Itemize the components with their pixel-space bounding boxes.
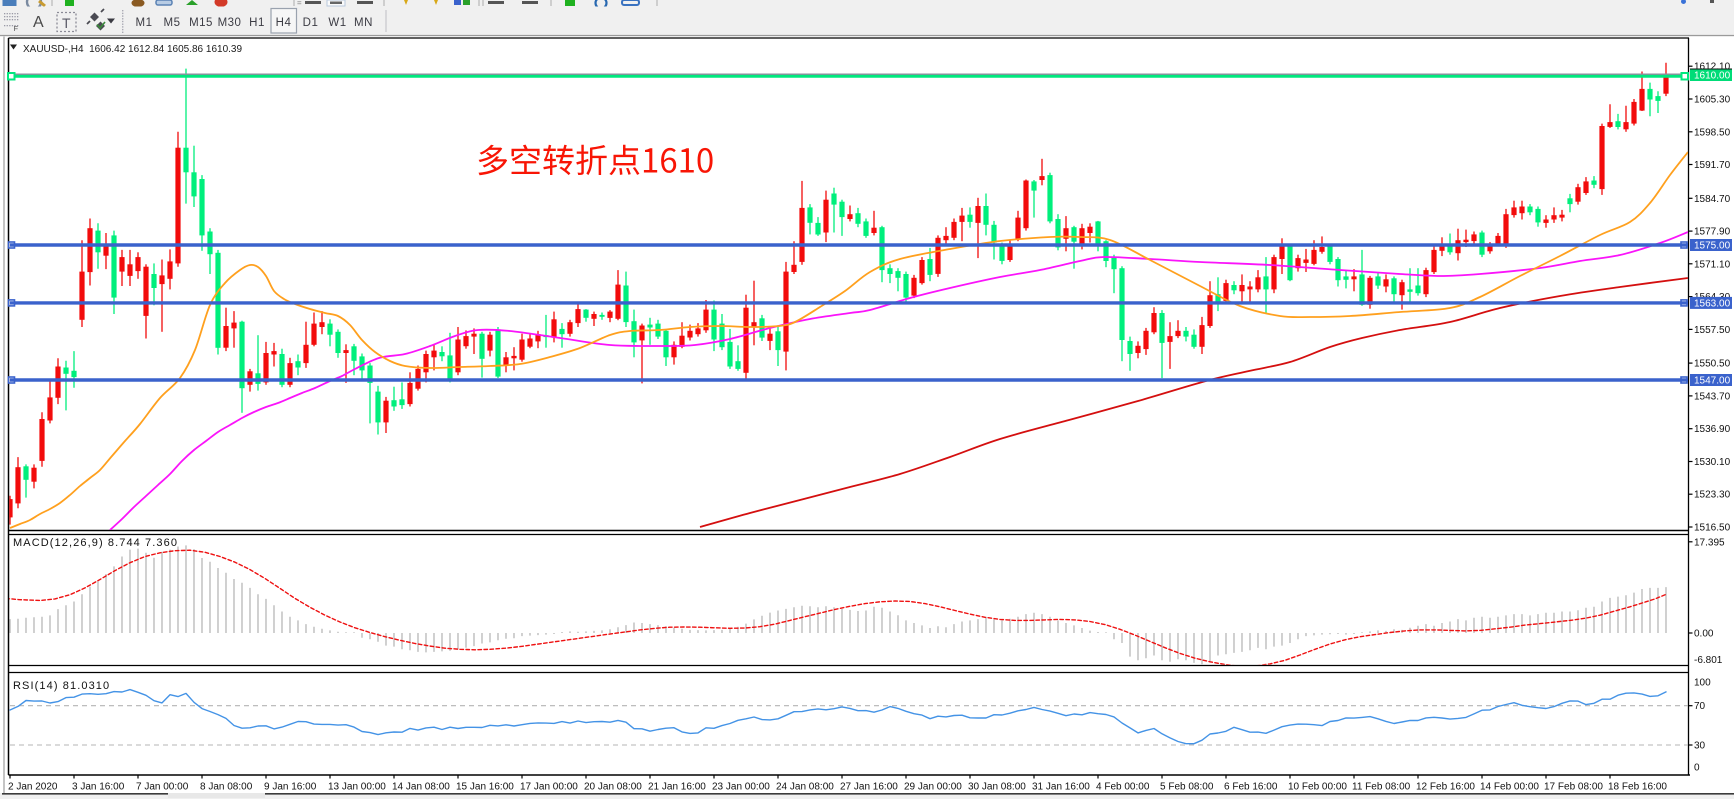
svg-text:2 Jan 2020: 2 Jan 2020 xyxy=(8,782,58,793)
svg-text:15 Jan 16:00: 15 Jan 16:00 xyxy=(456,782,514,793)
svg-text:1577.90: 1577.90 xyxy=(1694,227,1731,238)
svg-text:29 Jan 00:00: 29 Jan 00:00 xyxy=(904,782,962,793)
svg-text:F: F xyxy=(14,24,19,33)
svg-text:13 Jan 00:00: 13 Jan 00:00 xyxy=(328,782,386,793)
svg-text:H4: H4 xyxy=(276,17,292,29)
svg-text:M30: M30 xyxy=(218,17,242,29)
svg-text:D1: D1 xyxy=(303,17,319,29)
svg-text:0: 0 xyxy=(1694,763,1700,774)
svg-text:1598.50: 1598.50 xyxy=(1694,127,1731,138)
svg-text:11 Feb 08:00: 11 Feb 08:00 xyxy=(1352,782,1411,793)
svg-text:14 Feb 00:00: 14 Feb 00:00 xyxy=(1480,782,1539,793)
svg-text:17 Jan 00:00: 17 Jan 00:00 xyxy=(520,782,578,793)
svg-text:M1: M1 xyxy=(136,17,153,29)
svg-text:23 Jan 00:00: 23 Jan 00:00 xyxy=(712,782,770,793)
svg-text:70: 70 xyxy=(1694,701,1706,712)
svg-text:1610.00: 1610.00 xyxy=(1694,71,1731,82)
svg-text:A: A xyxy=(33,14,44,31)
svg-text:XAUUSD-,H4 1606.42 1612.84 16: XAUUSD-,H4 1606.42 1612.84 1605.86 1610.… xyxy=(23,44,242,55)
svg-text:1543.70: 1543.70 xyxy=(1694,391,1731,402)
svg-text:1536.90: 1536.90 xyxy=(1694,424,1731,435)
svg-text:7 Jan 00:00: 7 Jan 00:00 xyxy=(136,782,189,793)
svg-text:1575.00: 1575.00 xyxy=(1694,241,1731,252)
svg-text:18 Feb 16:00: 18 Feb 16:00 xyxy=(1608,782,1667,793)
svg-text:5 Feb 08:00: 5 Feb 08:00 xyxy=(1160,782,1214,793)
svg-text:1571.10: 1571.10 xyxy=(1694,259,1731,270)
svg-text:8 Jan 08:00: 8 Jan 08:00 xyxy=(200,782,253,793)
svg-text:0.00: 0.00 xyxy=(1694,629,1714,640)
svg-text:100: 100 xyxy=(1694,678,1711,689)
svg-text:6 Feb 16:00: 6 Feb 16:00 xyxy=(1224,782,1278,793)
svg-text:27 Jan 16:00: 27 Jan 16:00 xyxy=(840,782,898,793)
svg-text:1547.00: 1547.00 xyxy=(1694,376,1731,387)
svg-text:20 Jan 08:00: 20 Jan 08:00 xyxy=(584,782,642,793)
svg-text:12 Feb 16:00: 12 Feb 16:00 xyxy=(1416,782,1475,793)
svg-text:1563.00: 1563.00 xyxy=(1694,298,1731,309)
svg-text:31 Jan 16:00: 31 Jan 16:00 xyxy=(1032,782,1090,793)
svg-text:3 Jan 16:00: 3 Jan 16:00 xyxy=(72,782,125,793)
svg-text:17.395: 17.395 xyxy=(1694,537,1725,548)
svg-text:RSI(14) 81.0310: RSI(14) 81.0310 xyxy=(13,680,110,692)
svg-text:1591.70: 1591.70 xyxy=(1694,160,1731,171)
svg-text:30 Jan 08:00: 30 Jan 08:00 xyxy=(968,782,1026,793)
svg-text:1605.30: 1605.30 xyxy=(1694,95,1731,106)
svg-text:1612.10: 1612.10 xyxy=(1694,62,1731,73)
svg-text:10 Feb 00:00: 10 Feb 00:00 xyxy=(1288,782,1347,793)
svg-text:M5: M5 xyxy=(164,17,181,29)
svg-text:21 Jan 16:00: 21 Jan 16:00 xyxy=(648,782,706,793)
svg-text:MACD(12,26,9) 8.744 7.360: MACD(12,26,9) 8.744 7.360 xyxy=(13,537,178,549)
svg-text:H1: H1 xyxy=(249,17,265,29)
svg-text:9 Jan 16:00: 9 Jan 16:00 xyxy=(264,782,317,793)
svg-text:1584.70: 1584.70 xyxy=(1694,194,1731,205)
svg-text:=: = xyxy=(297,0,302,8)
svg-text:1530.10: 1530.10 xyxy=(1694,457,1731,468)
svg-text:1557.50: 1557.50 xyxy=(1694,325,1731,336)
svg-text:17 Feb 08:00: 17 Feb 08:00 xyxy=(1544,782,1603,793)
svg-text:M15: M15 xyxy=(189,17,213,29)
svg-text:MN: MN xyxy=(354,17,373,29)
svg-text:14 Jan 08:00: 14 Jan 08:00 xyxy=(392,782,450,793)
svg-text:W1: W1 xyxy=(328,17,346,29)
svg-text:30: 30 xyxy=(1694,741,1706,752)
svg-text:1550.50: 1550.50 xyxy=(1694,359,1731,370)
svg-text:24 Jan 08:00: 24 Jan 08:00 xyxy=(776,782,834,793)
svg-text:T: T xyxy=(62,15,71,31)
svg-text:1516.50: 1516.50 xyxy=(1694,523,1731,534)
svg-text:1523.30: 1523.30 xyxy=(1694,490,1731,501)
svg-text:4 Feb 00:00: 4 Feb 00:00 xyxy=(1096,782,1150,793)
svg-text:-6.801: -6.801 xyxy=(1694,655,1723,666)
